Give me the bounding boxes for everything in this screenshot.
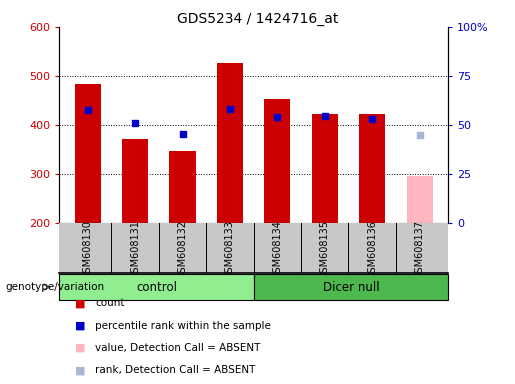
- Text: value, Detection Call = ABSENT: value, Detection Call = ABSENT: [95, 343, 261, 353]
- Text: ■: ■: [75, 343, 85, 353]
- Text: rank, Detection Call = ABSENT: rank, Detection Call = ABSENT: [95, 365, 255, 375]
- Bar: [122, 139, 148, 223]
- Bar: [264, 99, 290, 223]
- Text: ■: ■: [75, 321, 85, 331]
- Bar: [217, 63, 243, 223]
- Bar: [59, 274, 253, 300]
- Bar: [359, 114, 385, 223]
- Bar: [312, 114, 338, 223]
- Bar: [75, 84, 101, 223]
- Text: GDS5234 / 1424716_at: GDS5234 / 1424716_at: [177, 12, 338, 25]
- Text: ■: ■: [75, 365, 85, 375]
- Text: control: control: [136, 281, 177, 293]
- Text: ■: ■: [75, 298, 85, 308]
- Bar: [253, 274, 448, 300]
- Text: Dicer null: Dicer null: [322, 281, 379, 293]
- Text: count: count: [95, 298, 125, 308]
- Text: genotype/variation: genotype/variation: [5, 282, 104, 292]
- Bar: [406, 176, 433, 223]
- Bar: [169, 151, 196, 223]
- Text: percentile rank within the sample: percentile rank within the sample: [95, 321, 271, 331]
